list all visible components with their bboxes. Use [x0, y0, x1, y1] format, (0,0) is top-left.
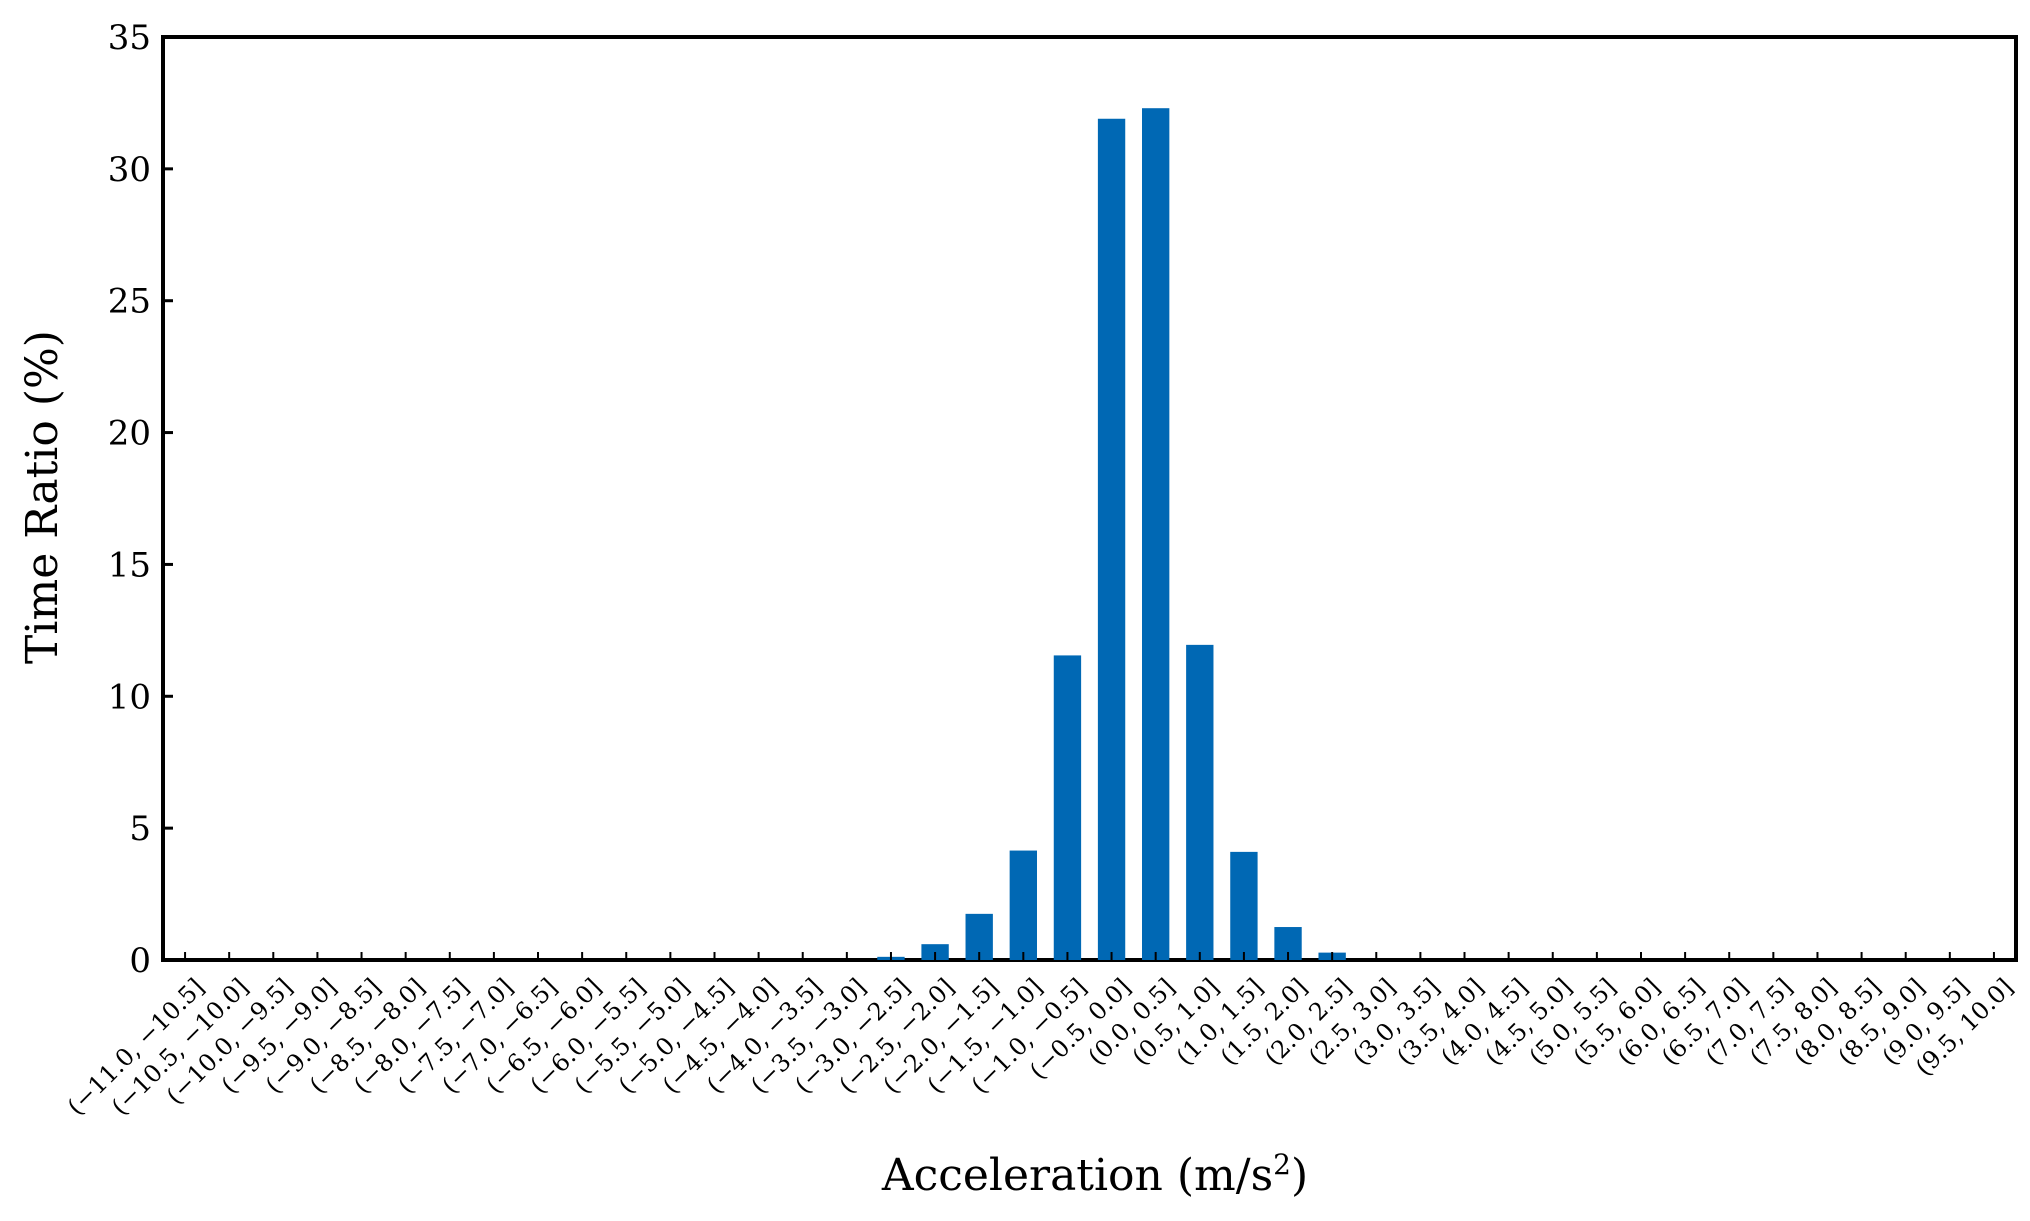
- x-axis-ticks: (−11.0, −10.5](−10.5, −10.0](−10.0, −9.5…: [62, 952, 2019, 1121]
- bars: [877, 108, 1346, 961]
- x-axis-title: Acceleration (m/s2): [881, 1148, 1308, 1201]
- x-axis-title-main: Acceleration (m/s: [881, 1150, 1273, 1201]
- plot-frame: [161, 35, 2018, 962]
- bar: [1097, 118, 1126, 961]
- bar: [1186, 644, 1214, 960]
- y-axis-title: Time Ratio (%): [17, 330, 68, 664]
- y-tick-label: 0: [129, 941, 151, 981]
- bar: [1009, 850, 1037, 960]
- x-axis-title-suffix: ): [1291, 1150, 1308, 1201]
- y-tick-label: 35: [108, 18, 151, 58]
- y-tick-label: 15: [108, 545, 151, 585]
- y-axis-ticks: 0 5 10 15 20 25 30 35: [108, 18, 173, 981]
- y-tick-label: 5: [129, 809, 151, 849]
- bar: [1053, 655, 1082, 960]
- y-tick-label: 30: [108, 150, 151, 190]
- y-tick-label: 25: [108, 282, 151, 322]
- bar: [1230, 851, 1258, 960]
- y-tick-label: 20: [108, 414, 151, 454]
- y-tick-label: 10: [108, 677, 151, 717]
- x-axis-title-superscript: 2: [1273, 1148, 1291, 1181]
- bar: [1142, 108, 1170, 960]
